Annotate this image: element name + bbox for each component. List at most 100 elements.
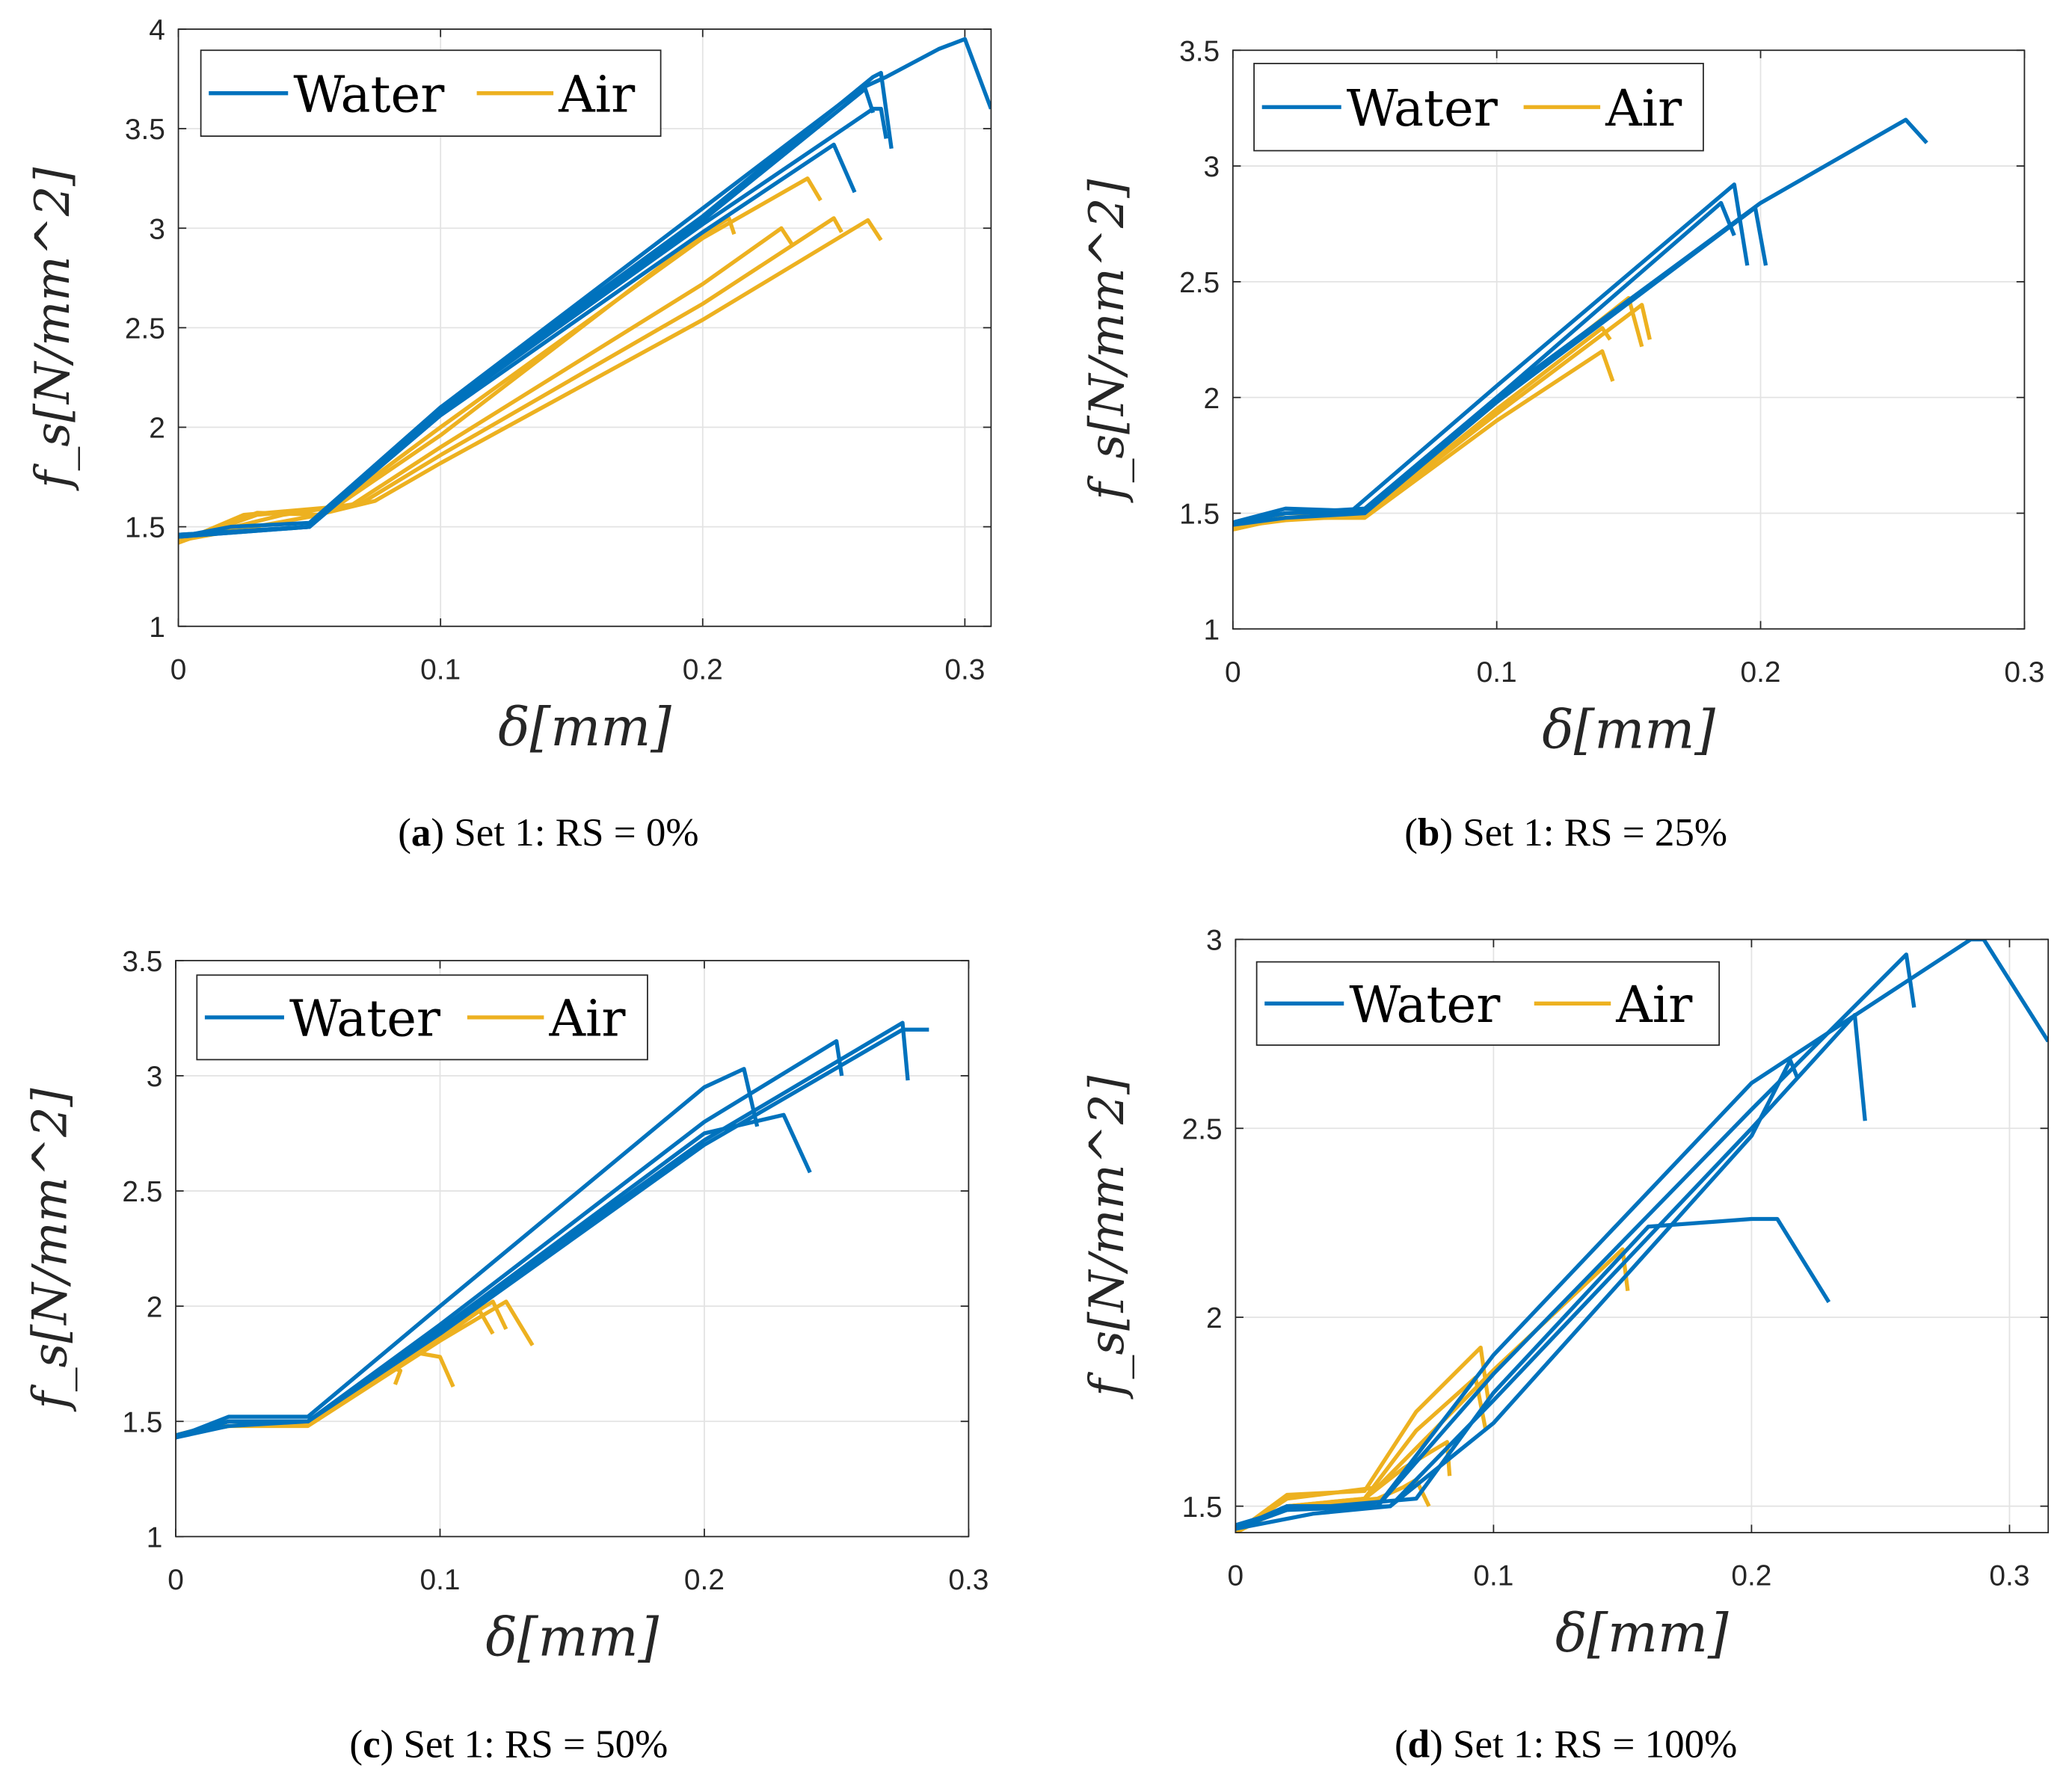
y-tick-label: 2.5 [1182, 1113, 1223, 1145]
y-axis-label: f_s[N/mm^2] [22, 1088, 78, 1411]
x-tick-label: 0.2 [684, 1564, 725, 1596]
y-tick-label: 2.5 [1179, 267, 1220, 299]
y-tick-label: 2 [149, 413, 165, 445]
chart-panel-b: 0 0.1 0.2 0.3 1 1.5 2 2.5 3 3.5 Water Air δ[mm] f_s[N… [1080, 35, 2044, 855]
axes-box [1232, 49, 2026, 630]
x-tick-label: 0.2 [1741, 656, 1781, 689]
x-tick-label: 0.3 [944, 653, 985, 686]
y-tick-label: 1.5 [125, 512, 165, 544]
y-tick-label: 1.5 [1182, 1491, 1223, 1524]
y-tick-label: 3.5 [125, 114, 165, 146]
series-water-curve-5 [1235, 1216, 1831, 1531]
series-air-curve-3 [178, 226, 794, 545]
legend-air-label: Air [548, 990, 626, 1048]
x-tick-label: 0 [167, 1564, 184, 1596]
caption-label: d [1408, 1722, 1430, 1766]
x-tick-label: 0.1 [1473, 1560, 1513, 1592]
legend: Water Air [1253, 63, 1704, 152]
chart-panel-d: 0 0.1 0.2 0.3 1.5 2 2.5 3 Water Air δ[mm] f_s[N/mm^… [1080, 925, 2050, 1766]
y-tick-label: 2.5 [125, 313, 165, 345]
y-tick-label: 3 [147, 1061, 163, 1093]
x-tick-label: 0.3 [948, 1564, 989, 1596]
series-air-curve-2 [178, 216, 737, 545]
series-water-curve-4 [1235, 1058, 1800, 1531]
legend-water-label: Water [1347, 79, 1498, 138]
y-tick-label: 2 [1204, 383, 1220, 415]
y-tick-label: 2 [1206, 1302, 1223, 1334]
caption-text: Set 1: RS = 25% [1463, 811, 1727, 855]
legend-air-label: Air [558, 65, 636, 123]
panel-caption: (c) Set 1: RS = 50% [349, 1722, 668, 1766]
y-tick-label: 3 [1206, 925, 1223, 957]
y-tick-label: 3.5 [122, 946, 162, 978]
x-axis-label: δ[mm] [1542, 698, 1715, 760]
caption-paren-close: ) [1430, 1722, 1453, 1766]
x-tick-label: 0.1 [420, 653, 461, 686]
legend: Water Air [196, 974, 648, 1061]
x-tick-label: 0.1 [419, 1564, 460, 1596]
y-tick-label: 1 [147, 1522, 163, 1554]
axes-box [1235, 938, 2050, 1533]
x-axis-label: δ[mm] [498, 696, 671, 758]
caption-label: b [1418, 811, 1439, 855]
y-tick-label: 3.5 [1179, 35, 1220, 67]
panel-caption: (d) Set 1: RS = 100% [1395, 1722, 1737, 1766]
x-tick-label: 0.3 [1989, 1560, 2029, 1592]
panel-caption: (a) Set 1: RS = 0% [398, 811, 698, 855]
series-water-curve-1 [1232, 182, 1750, 525]
panel-caption: (b) Set 1: RS = 25% [1404, 811, 1727, 855]
caption-paren-open: ( [349, 1722, 363, 1766]
x-tick-label: 0 [1225, 656, 1241, 689]
y-tick-label: 2.5 [122, 1176, 162, 1208]
x-tick-label: 0 [170, 653, 187, 686]
axes-box [175, 959, 970, 1538]
caption-paren-close: ) [431, 811, 454, 855]
legend-water-label: Water [289, 990, 441, 1048]
chart-panel-a: 0 0.1 0.2 0.3 1 1.5 2 2.5 3 3.5 4 Water Air δ[mm] f_s[… [25, 14, 992, 855]
y-tick-label: 4 [149, 14, 165, 46]
x-tick-label: 0.3 [2004, 656, 2044, 689]
caption-text: Set 1: RS = 100% [1453, 1722, 1737, 1766]
caption-label: c [363, 1722, 381, 1766]
series-water-curve-5 [176, 1112, 812, 1438]
series-air-curve-4 [178, 216, 843, 543]
series-water-curve-5 [178, 142, 857, 539]
y-tick-label: 2 [147, 1291, 163, 1323]
y-tick-label: 3 [149, 213, 165, 245]
series-water-curve-1 [178, 37, 992, 539]
y-axis-label: f_s[N/mm^2] [1080, 1076, 1135, 1400]
legend: Water Air [1255, 961, 1721, 1046]
series-water-curve-4 [176, 1027, 929, 1440]
y-axis-label: f_s[N/mm^2] [25, 167, 81, 491]
x-axis-label: δ[mm] [1555, 1602, 1729, 1664]
series-water-curve-2 [1235, 952, 1916, 1531]
x-tick-label: 0.2 [683, 653, 723, 686]
y-axis-label: f_s[N/mm^2] [1080, 179, 1135, 503]
caption-paren-close: ) [1439, 811, 1463, 855]
legend-water-label: Water [1349, 976, 1501, 1034]
caption-paren-open: ( [398, 811, 411, 855]
legend: Water Air [200, 49, 662, 137]
chart-panel-c: 0 0.1 0.2 0.3 1 1.5 2 2.5 3 3.5 Water Air δ[mm] f_s[N… [22, 946, 989, 1766]
series-air-curve-5 [178, 218, 883, 543]
series-air-curve-2 [1235, 1345, 1491, 1533]
x-axis-label: δ[mm] [485, 1606, 659, 1668]
y-tick-label: 1 [149, 612, 165, 644]
x-tick-label: 0 [1228, 1560, 1244, 1592]
x-tick-label: 0.1 [1477, 656, 1517, 689]
caption-paren-open: ( [1395, 1722, 1408, 1766]
axes-box [177, 28, 992, 627]
caption-paren-close: ) [381, 1722, 404, 1766]
x-tick-label: 0.2 [1731, 1560, 1771, 1592]
series-water-curve-4 [1232, 117, 1928, 525]
caption-paren-open: ( [1404, 811, 1418, 855]
caption-text: Set 1: RS = 50% [404, 1722, 668, 1766]
caption-text: Set 1: RS = 0% [454, 811, 698, 855]
legend-air-label: Air [1605, 79, 1682, 138]
legend-water-label: Water [293, 65, 445, 123]
series-water-curve-3 [1232, 206, 1768, 527]
y-tick-label: 1.5 [122, 1406, 162, 1438]
caption-label: a [411, 811, 431, 855]
legend-air-label: Air [1615, 976, 1693, 1034]
